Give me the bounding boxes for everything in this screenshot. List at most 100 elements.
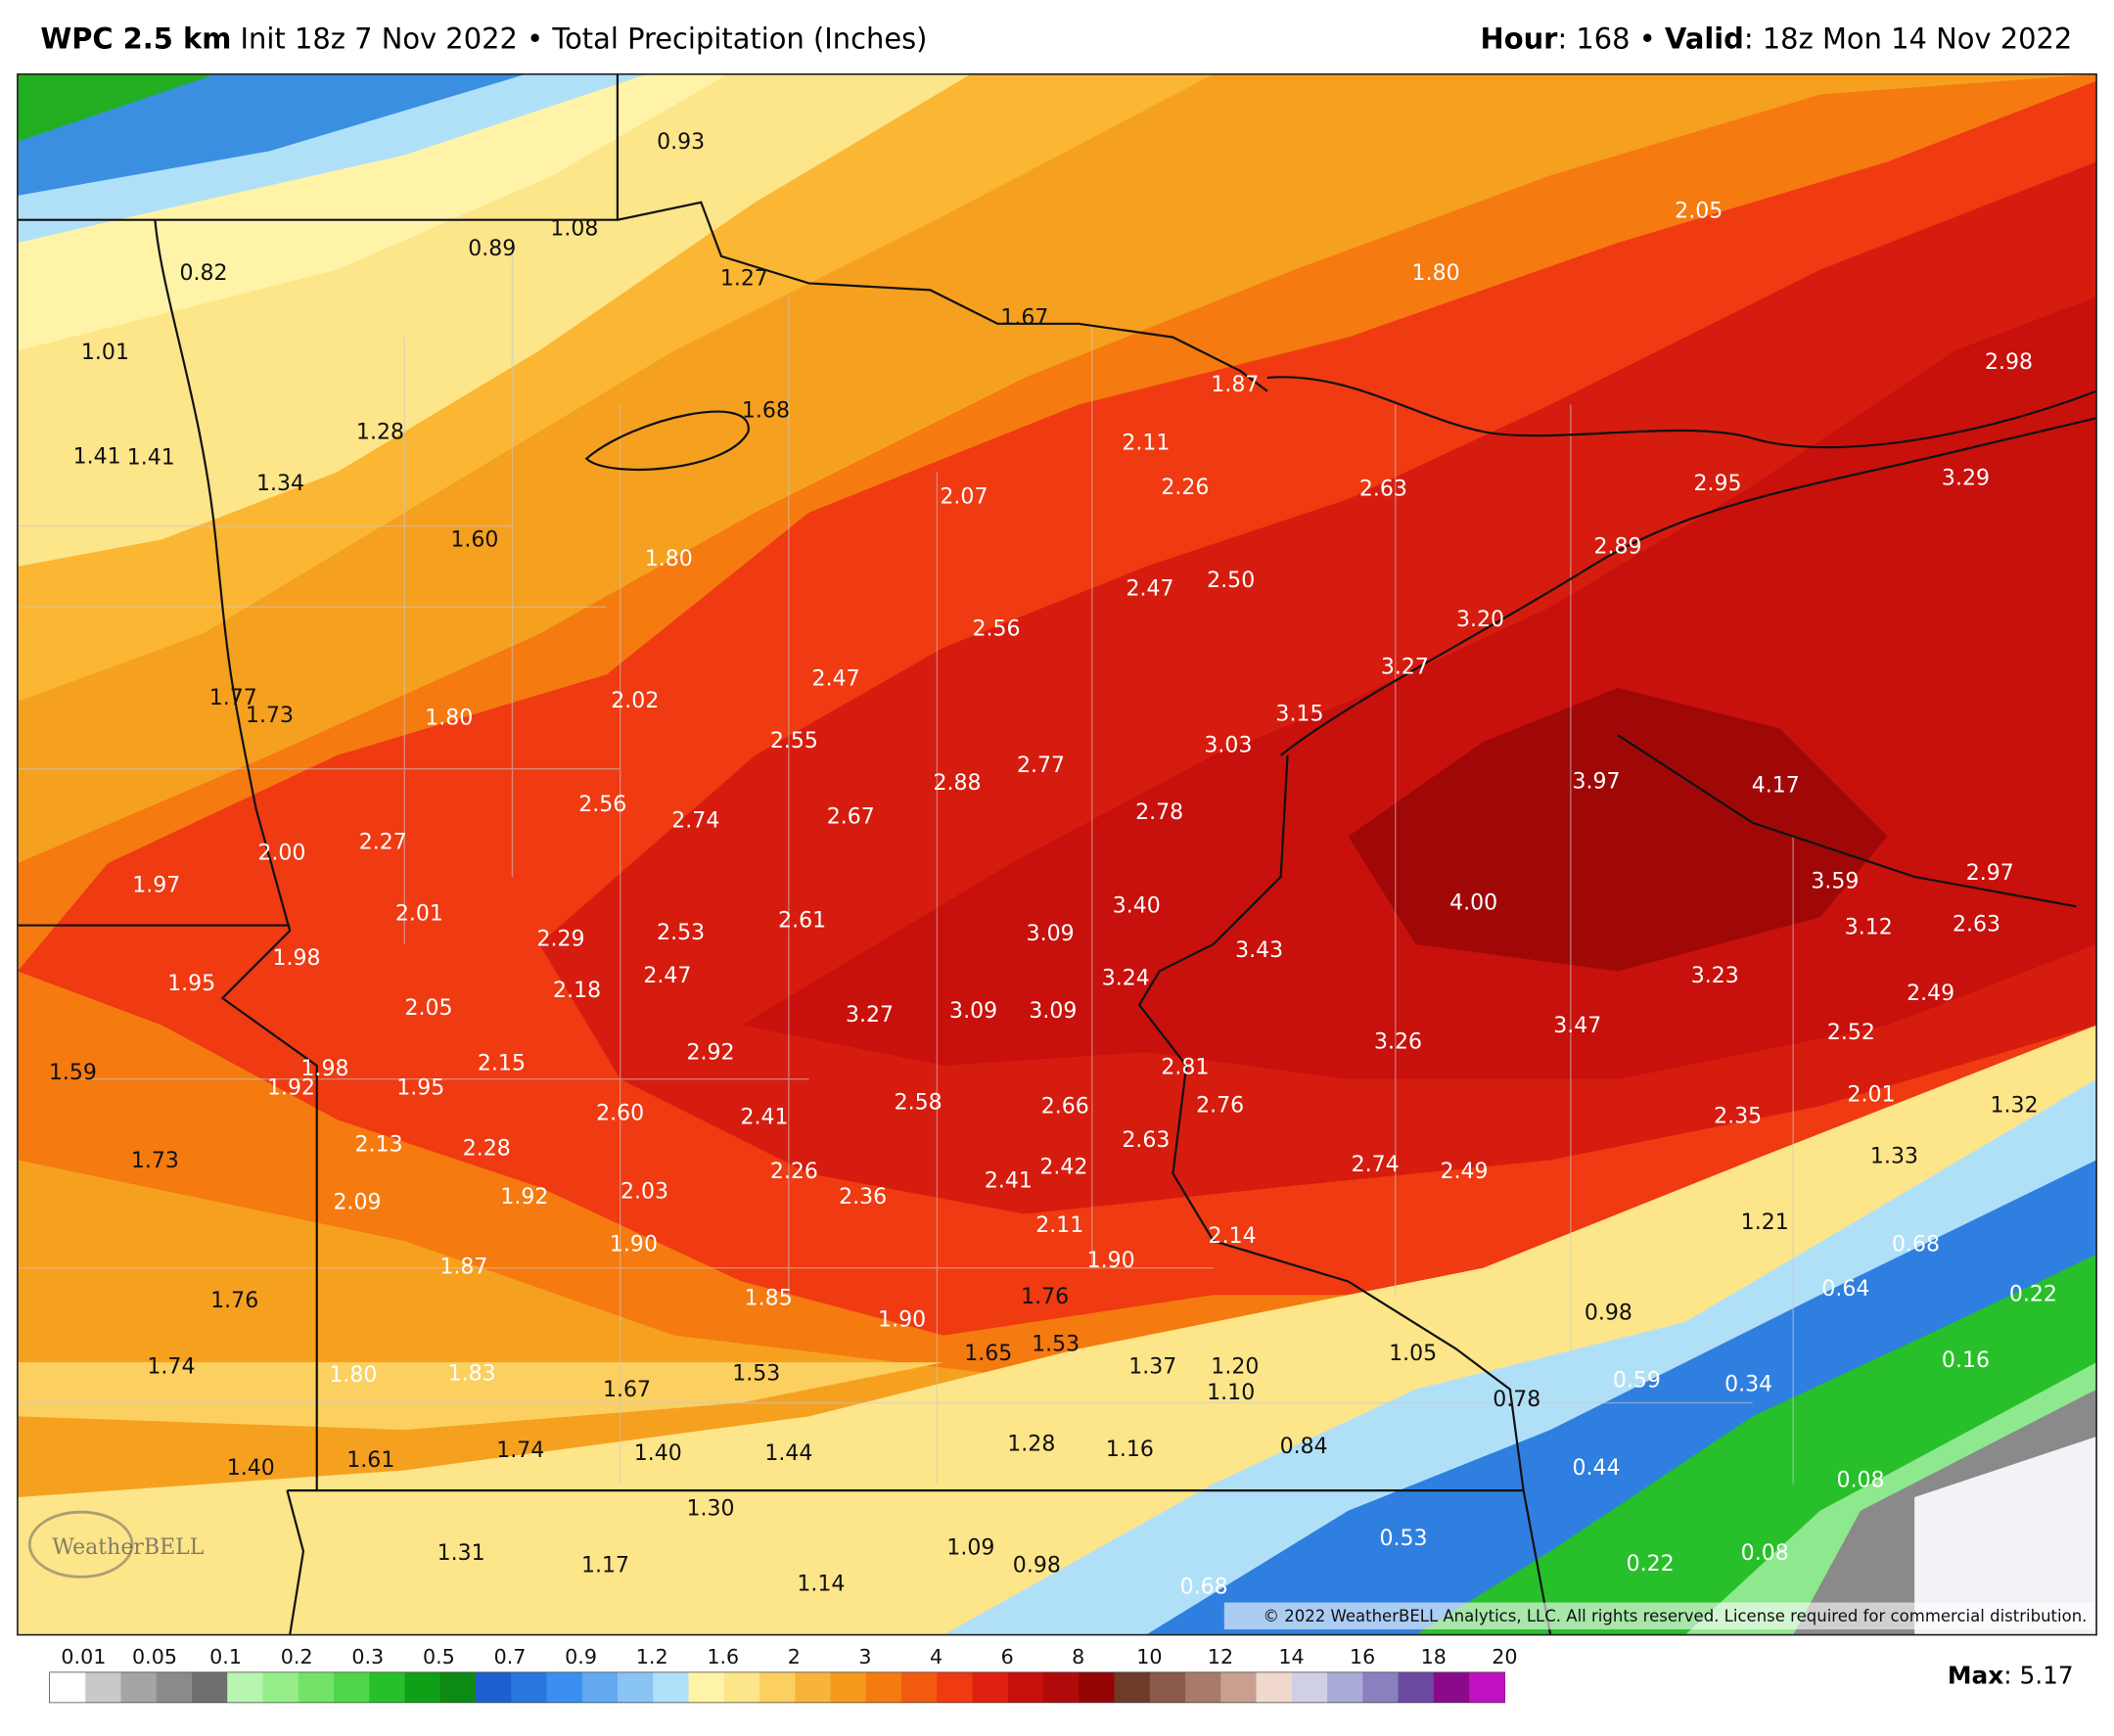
precip-label: 1.17: [581, 1553, 629, 1577]
colorbar-swatch: [1043, 1672, 1080, 1703]
precip-label: 2.11: [1122, 431, 1170, 455]
precip-label: 1.32: [1991, 1093, 2039, 1118]
colorbar-swatch: [865, 1672, 902, 1703]
precip-label: 1.20: [1211, 1355, 1259, 1380]
precip-label: 1.80: [645, 547, 693, 571]
valid-label: Valid: [1665, 23, 1744, 56]
colorbar-swatch: [49, 1672, 86, 1703]
colorbar-swatch: [85, 1672, 121, 1703]
precip-label: 2.66: [1041, 1095, 1089, 1119]
precip-label: 2.27: [359, 830, 407, 854]
precip-label: 0.08: [1836, 1468, 1884, 1492]
precip-label: 3.40: [1113, 893, 1161, 918]
precip-label: 2.41: [985, 1168, 1033, 1193]
precip-label: 1.90: [1087, 1249, 1135, 1273]
init: Init 18z 7 Nov 2022: [241, 23, 518, 56]
precip-label: 1.95: [396, 1075, 444, 1100]
precip-label: 0.89: [468, 237, 516, 261]
product: Total Precipitation (Inches): [551, 23, 927, 56]
precip-label: 0.34: [1724, 1373, 1772, 1397]
precip-label: 0.22: [2009, 1282, 2057, 1306]
precip-label: 3.43: [1235, 938, 1283, 963]
precip-label: 2.56: [972, 617, 1020, 642]
legend-tick-label: 0.3: [351, 1645, 384, 1668]
precip-label: 1.40: [634, 1441, 682, 1466]
colorbar-swatch: [262, 1672, 299, 1703]
precip-label: 2.58: [895, 1091, 942, 1116]
precip-label: 3.03: [1204, 733, 1252, 757]
precip-label: 1.92: [500, 1185, 548, 1210]
precip-label: 1.80: [1412, 261, 1460, 286]
precip-label: 2.42: [1039, 1156, 1087, 1180]
precip-label: 1.59: [49, 1061, 97, 1085]
precip-label: 2.02: [611, 689, 659, 713]
colorbar-swatch: [369, 1672, 405, 1703]
legend-tick-label: 1.2: [636, 1645, 668, 1668]
precip-label: 1.95: [167, 972, 215, 996]
colorbar-swatch: [759, 1672, 796, 1703]
precip-label: 1.98: [300, 1057, 348, 1081]
precip-label: 2.78: [1135, 800, 1183, 825]
precip-label: 1.53: [732, 1362, 780, 1387]
colorbar-swatch: [1149, 1672, 1186, 1703]
colorbar-swatch: [120, 1672, 158, 1703]
precip-label: 2.95: [1693, 472, 1741, 496]
precip-label: 0.68: [1180, 1575, 1228, 1599]
precip-label: 2.63: [1359, 477, 1407, 501]
legend-tick-label: 0.9: [565, 1645, 597, 1668]
precip-label: 2.49: [1907, 982, 1954, 1006]
precip-label: 2.00: [257, 842, 305, 866]
colorbar-swatch: [1362, 1672, 1400, 1703]
precip-label: 1.97: [132, 874, 180, 898]
precip-label: 1.27: [720, 266, 768, 291]
header-right: Hour: 168 • Valid: 18z Mon 14 Nov 2022: [1481, 23, 2073, 56]
max-label: Max: [1948, 1661, 2003, 1689]
precip-label: 1.61: [346, 1448, 394, 1473]
colorbar-swatch: [618, 1672, 654, 1703]
precip-label: 0.08: [1741, 1541, 1789, 1566]
precip-label: 1.40: [227, 1456, 275, 1481]
precip-label: 2.07: [940, 485, 988, 510]
precip-label: 3.12: [1845, 915, 1893, 939]
legend-tick-label: 0.2: [281, 1645, 313, 1668]
precip-label: 2.03: [620, 1180, 668, 1205]
precip-label: 1.41: [73, 444, 121, 469]
legend-tick-label: 0.01: [61, 1645, 106, 1668]
precip-label: 2.92: [686, 1041, 734, 1066]
precip-label: 2.13: [355, 1132, 403, 1157]
colorbar-swatch: [191, 1672, 228, 1703]
precip-label: 3.59: [1811, 869, 1859, 893]
precip-label: 2.77: [1017, 754, 1065, 778]
precip-label: 1.41: [127, 446, 175, 471]
legend-tick-label: 0.5: [423, 1645, 455, 1668]
legend: 0.01 0.05 0.1 0.2 0.3 0.5 0.7 0.9 1.2 1.6 2 3 4 6 8 10 1…: [49, 1645, 1517, 1704]
precip-label: 1.77: [209, 686, 257, 710]
colorbar-swatch: [1327, 1672, 1363, 1703]
precip-label: 1.87: [1211, 373, 1259, 397]
precip-label: 1.31: [437, 1541, 485, 1566]
colorbar-swatch: [476, 1672, 512, 1703]
precip-label: 2.49: [1440, 1160, 1488, 1184]
precip-label: 1.92: [267, 1075, 315, 1100]
colorbar-swatch: [972, 1672, 1009, 1703]
precip-label: 2.89: [1594, 535, 1642, 560]
precip-label: 2.55: [770, 729, 818, 754]
precip-label: 2.74: [671, 808, 719, 833]
precip-label: 2.15: [478, 1052, 526, 1076]
precip-label: 1.09: [946, 1535, 994, 1560]
legend-tick-label: 0.05: [132, 1645, 177, 1668]
precip-label: 3.20: [1456, 608, 1504, 632]
legend-tick-label: 1.6: [707, 1645, 739, 1668]
precip-label: 1.90: [610, 1232, 658, 1256]
precip-label: 3.29: [1942, 466, 1990, 490]
precip-label: 0.98: [1013, 1553, 1061, 1577]
precip-label: 1.10: [1207, 1381, 1255, 1405]
legend-tick-label: 0.7: [494, 1645, 527, 1668]
colorbar-swatch: [1469, 1672, 1505, 1703]
map-labels: 0.93 0.82 0.89 1.08 1.27 1.67 1.80 2.05 2.98 1.01…: [49, 130, 2057, 1599]
precip-label: 2.63: [1122, 1128, 1170, 1153]
colorbar-swatch: [1256, 1672, 1293, 1703]
legend-tick-label: 3: [858, 1645, 871, 1668]
precip-label: 1.37: [1128, 1355, 1176, 1380]
precip-label: 1.34: [256, 472, 304, 496]
